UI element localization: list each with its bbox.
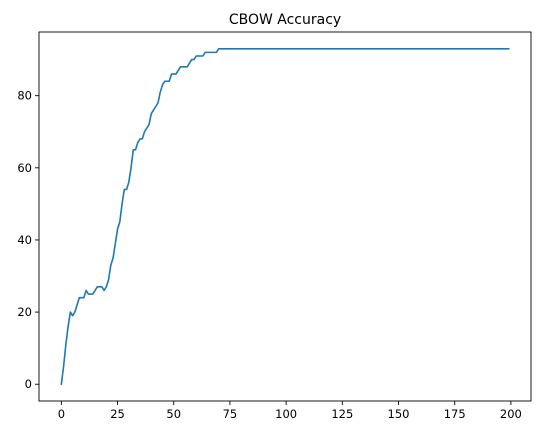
x-tick-label: 150 bbox=[388, 407, 410, 421]
y-tick-label: 80 bbox=[17, 89, 32, 103]
y-tick-label: 40 bbox=[17, 233, 32, 247]
y-tick-label: 60 bbox=[17, 161, 32, 175]
x-tick-label: 125 bbox=[331, 407, 353, 421]
x-tick-label: 200 bbox=[500, 407, 522, 421]
x-tick-label: 0 bbox=[58, 407, 65, 421]
plot-area: 0 25 50 75 100 125 150 175 200 0 20 40 60 80 bbox=[17, 31, 532, 421]
x-tick-label: 175 bbox=[444, 407, 466, 421]
chart-title: CBOW Accuracy bbox=[229, 12, 341, 28]
x-tick-label: 25 bbox=[110, 407, 125, 421]
y-tick-label: 20 bbox=[17, 305, 32, 319]
x-tick-label: 50 bbox=[166, 407, 181, 421]
x-tick-label: 100 bbox=[275, 407, 297, 421]
series-line-0 bbox=[60, 47, 510, 386]
plot-frame bbox=[38, 31, 532, 402]
x-tick-label: 75 bbox=[223, 407, 238, 421]
y-tick-label: 0 bbox=[25, 377, 32, 391]
